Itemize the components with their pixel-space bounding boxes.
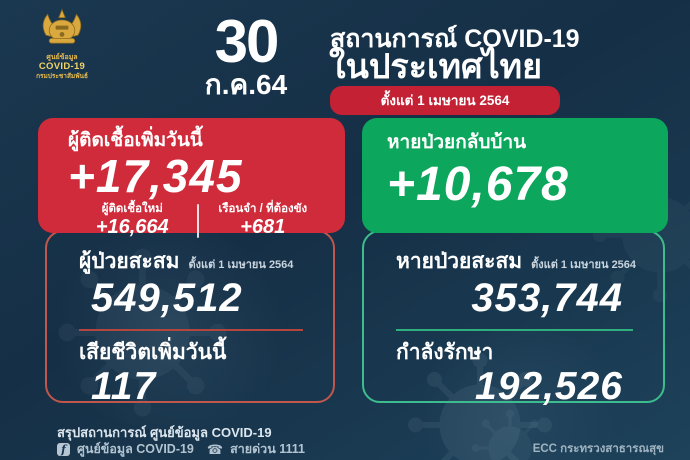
deaths-today-value: 117	[91, 365, 157, 409]
breakdown-divider	[196, 203, 199, 238]
new-cases-value: +17,345	[68, 149, 243, 202]
dept-logo: ศูนย์ข้อมูล COVID-19 กรมประชาสัมพันธ์	[22, 8, 102, 81]
report-month-year: ก.ค.64	[204, 69, 288, 100]
deaths-today-title: เสียชีวิตเพิ่มวันนี้	[79, 341, 227, 365]
facebook-page-label: ศูนย์ข้อมูล COVID-19	[77, 442, 194, 456]
facebook-icon: f	[57, 442, 70, 456]
footer-contacts: f ศูนย์ข้อมูล COVID-19 ☎ สายด่วน 1111	[57, 439, 305, 459]
in-treatment-value: 192,526	[475, 365, 623, 409]
cumulative-cases-header: ผู้ป่วยสะสม ตั้งแต่ 1 เมษายน 2564	[79, 249, 333, 274]
new-cases-breakdown: ผู้ติดเชื้อใหม่ +16,664 เรือนจำ / ที่ต้อ…	[68, 203, 327, 239]
logo-line3: กรมประชาสัมพันธ์	[36, 73, 88, 81]
breakdown-prison: เรือนจำ / ที่ต้องขัง +681	[199, 203, 328, 239]
green-divider	[396, 329, 633, 332]
red-divider	[79, 329, 303, 332]
cumulative-recovered-title: หายป่วยสะสม	[396, 250, 523, 273]
page-title-line2: ในประเทศไทย	[329, 48, 542, 86]
logo-line2: COVID-19	[38, 61, 86, 73]
cumulative-recovered-header: หายป่วยสะสม ตั้งแต่ 1 เมษายน 2564	[396, 249, 663, 274]
since-date-badge: ตั้งแต่ 1 เมษายน 2564	[330, 86, 560, 115]
new-cases-title: ผู้ติดเชื้อเพิ่มวันนี้	[68, 130, 203, 151]
breakdown-community-label: ผู้ติดเชื้อใหม่	[101, 202, 163, 215]
cumulative-recovered-card: หายป่วยสะสม ตั้งแต่ 1 เมษายน 2564 353,74…	[362, 230, 665, 408]
footer-summary: สรุปสถานการณ์ ศูนย์ข้อมูล COVID-19	[57, 425, 272, 440]
breakdown-prison-value: +681	[240, 215, 286, 238]
cumulative-cases-card: ผู้ป่วยสะสม ตั้งแต่ 1 เมษายน 2564 549,51…	[45, 230, 335, 408]
in-treatment-title: กำลังรักษา	[396, 341, 494, 365]
cumulative-cases-title: ผู้ป่วยสะสม	[79, 250, 180, 273]
recovered-today-title: หายป่วยกลับบ้าน	[387, 132, 527, 153]
hotline-label: สายด่วน 1111	[230, 442, 305, 456]
cumulative-recovered-value: 353,744	[471, 276, 623, 321]
breakdown-community-value: +16,664	[95, 215, 169, 238]
garuda-emblem-icon	[42, 8, 82, 44]
cumulative-cases-since: ตั้งแต่ 1 เมษายน 2564	[188, 259, 294, 271]
recovered-today-card: หายป่วยกลับบ้าน +10,678	[362, 118, 668, 233]
footer-credit: ECC กระทรวงสาธารณสุข	[532, 443, 664, 455]
recovered-today-value: +10,678	[387, 157, 569, 211]
page-title-line1: สถานการณ์ COVID-19	[330, 25, 580, 53]
logo-line1: ศูนย์ข้อมูล	[46, 54, 78, 62]
phone-icon: ☎	[206, 441, 224, 457]
report-day: 30	[214, 8, 280, 75]
new-cases-card: ผู้ติดเชื้อเพิ่มวันนี้ +17,345 ผู้ติดเชื…	[38, 118, 345, 238]
cumulative-recovered-since: ตั้งแต่ 1 เมษายน 2564	[531, 259, 637, 271]
cumulative-cases-value: 549,512	[91, 276, 243, 321]
breakdown-prison-label: เรือนจำ / ที่ต้องขัง	[218, 202, 308, 215]
breakdown-community: ผู้ติดเชื้อใหม่ +16,664	[68, 203, 197, 239]
